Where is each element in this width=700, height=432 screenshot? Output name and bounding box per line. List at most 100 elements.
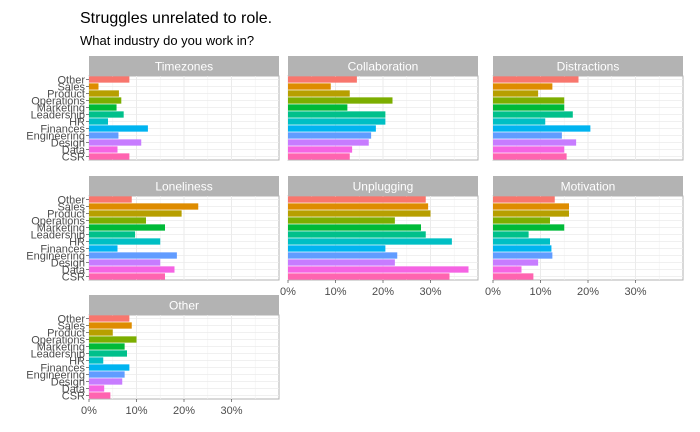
bar-finances [493, 245, 552, 252]
x-tick-label: 30% [419, 286, 441, 298]
facet-strip [89, 56, 279, 76]
y-tick-label: Marketing [37, 103, 85, 115]
bar-data [288, 146, 353, 153]
bar-finances [493, 125, 591, 132]
bar-other [288, 196, 426, 203]
bar-sales [288, 83, 331, 90]
y-tick-label: Operations [31, 216, 85, 228]
facet-strip-label: Loneliness [155, 180, 212, 194]
bar-finances [89, 125, 148, 132]
y-tick-label: Marketing [37, 223, 85, 235]
facet-strip-label: Collaboration [348, 60, 419, 74]
y-tick-label: HR [69, 237, 85, 249]
x-tick-label: 10% [529, 286, 551, 298]
x-tick-label: 20% [173, 405, 195, 417]
bar-operations [288, 97, 393, 104]
bar-hr [89, 357, 104, 364]
bar-product [89, 210, 182, 217]
facet-strip-label: Timezones [155, 60, 213, 74]
bar-leadership [89, 231, 136, 238]
y-tick-label: Other [57, 75, 85, 87]
facet-strip [493, 56, 683, 76]
bar-hr [493, 118, 546, 125]
bar-other [89, 76, 130, 83]
x-tick-label: 10% [125, 405, 147, 417]
bar-design [493, 259, 539, 266]
x-tick-label: 0% [485, 286, 501, 298]
bar-sales [89, 203, 199, 210]
bar-finances [288, 245, 386, 252]
bar-engineering [89, 371, 125, 378]
y-tick-label: Finances [40, 124, 85, 136]
x-tick-label: 10% [324, 286, 346, 298]
x-tick-label: 0% [280, 286, 296, 298]
x-tick-label: 0% [81, 405, 97, 417]
y-tick-label: Design [51, 138, 85, 150]
bar-operations [493, 97, 565, 104]
facet-panel-2: Distractions [492, 56, 684, 161]
y-tick-label: Marketing [37, 342, 85, 354]
y-tick-label: Design [51, 258, 85, 270]
bar-data [288, 266, 469, 273]
bar-marketing [493, 224, 565, 231]
bar-other [288, 76, 357, 83]
bar-product [288, 210, 431, 217]
facet-panels: TimezonesOtherSalesProductOperationsMark… [26, 56, 684, 417]
facet-strip [493, 176, 683, 196]
bar-design [89, 259, 161, 266]
y-tick-label: CSR [62, 152, 85, 164]
y-tick-label: CSR [62, 272, 85, 284]
y-tick-label: Sales [57, 321, 85, 333]
bar-design [493, 139, 577, 146]
bar-marketing [89, 343, 125, 350]
bar-operations [288, 217, 395, 224]
y-tick-label: Operations [31, 335, 85, 347]
facet-panel-1: Collaboration [287, 56, 479, 161]
bar-finances [288, 125, 376, 132]
x-tick-label: 30% [624, 286, 646, 298]
y-tick-label: Finances [40, 244, 85, 256]
bar-leadership [288, 111, 386, 118]
facet-strip-label: Other [169, 299, 199, 313]
y-tick-label: Other [57, 314, 85, 326]
facet-panel-4: Unplugging 0% 10% 20% 30% [280, 176, 479, 298]
facet-panel-6: OtherOtherSalesProductOperationsMarketin… [26, 295, 280, 417]
bar-operations [89, 336, 137, 343]
facet-strip-label: Unplugging [353, 180, 414, 194]
bar-hr [288, 238, 452, 245]
bar-engineering [288, 132, 372, 139]
bar-design [288, 259, 395, 266]
y-tick-label: Product [47, 209, 85, 221]
bar-leadership [89, 111, 124, 118]
bar-hr [89, 118, 108, 125]
bar-csr [89, 273, 165, 280]
bar-csr [89, 392, 111, 399]
bar-csr [288, 153, 350, 160]
bar-product [288, 90, 350, 97]
bar-engineering [89, 252, 177, 259]
facet-panel-0: Timezones OtherSalesProductOperationsMark… [26, 56, 280, 164]
bar-engineering [493, 252, 553, 259]
bar-marketing [288, 224, 421, 231]
bar-sales [493, 203, 569, 210]
bar-csr [493, 273, 534, 280]
bar-finances [89, 245, 118, 252]
bar-operations [89, 217, 146, 224]
bar-product [89, 90, 119, 97]
x-tick-label: 20% [372, 286, 394, 298]
bar-design [288, 139, 369, 146]
y-tick-label: HR [69, 356, 85, 368]
bar-other [493, 196, 555, 203]
bar-product [493, 210, 569, 217]
facet-panel-5: Motivation 0% 10% 20% 30% [485, 176, 684, 298]
y-tick-label: Operations [31, 96, 85, 108]
bar-csr [493, 153, 567, 160]
bar-engineering [288, 252, 398, 259]
bar-operations [493, 217, 550, 224]
bar-data [89, 266, 175, 273]
bar-hr [288, 118, 386, 125]
y-tick-label: Other [57, 195, 85, 207]
facet-strip [89, 295, 279, 315]
bar-other [89, 315, 130, 322]
